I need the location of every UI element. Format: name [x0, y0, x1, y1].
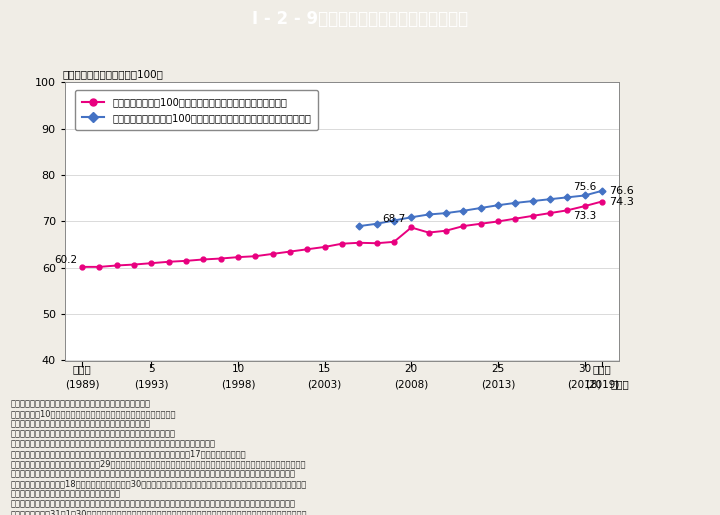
- Text: 74.3: 74.3: [609, 197, 634, 207]
- Text: 76.6: 76.6: [609, 186, 634, 196]
- Text: 間を定めて雇われている労働者」。: 間を定めて雇われている労働者」。: [11, 489, 121, 499]
- Text: I - 2 - 9図　男女間所定内給与格差の推移: I - 2 - 9図 男女間所定内給与格差の推移: [252, 10, 468, 28]
- Text: 73.3: 73.3: [573, 211, 596, 221]
- Text: (2008): (2008): [394, 380, 428, 389]
- Legend: 男性一般労働者を100とした場合の女性一般労働者の給与水準, 男性正社員・正職員を100とした場合の女性正社員・正職員の給与水準: 男性一般労働者を100とした場合の女性一般労働者の給与水準, 男性正社員・正職員…: [76, 90, 318, 130]
- Text: （基準とする男性の給与＝100）: （基準とする男性の給与＝100）: [62, 70, 163, 80]
- Text: 5: 5: [148, 364, 155, 374]
- Text: 25: 25: [491, 364, 505, 374]
- Text: 平成31年1月30日の総務省統計委員会において，「十分な情報提供があれば，結果数値はおおむねの妥当性を確認: 平成31年1月30日の総務省統計委員会において，「十分な情報提供があれば，結果数…: [11, 510, 307, 515]
- Text: (2018): (2018): [567, 380, 602, 389]
- Text: (2013): (2013): [481, 380, 515, 389]
- Text: 60.2: 60.2: [54, 254, 77, 265]
- Text: 68.7: 68.7: [382, 214, 405, 224]
- Text: （備考）１．厚生労働省「賃金構造基本統計調査」より作成。: （備考）１．厚生労働省「賃金構造基本統計調査」より作成。: [11, 399, 150, 408]
- Text: 平成元: 平成元: [73, 364, 91, 374]
- Text: がそれぞれ18日以上の労働者」。平成30年以降は，「期間を定めずに雇われている労働者」及び「１か月以上の期: がそれぞれ18日以上の労働者」。平成30年以降は，「期間を定めずに雇われている労…: [11, 479, 307, 488]
- Text: 20: 20: [405, 364, 418, 374]
- Text: ７．常用労働者の定義は，平成29年以前は，「期間を定めずに雇われている労働者」，「１か月を超える期間を定めて雇: ７．常用労働者の定義は，平成29年以前は，「期間を定めずに雇われている労働者」，…: [11, 459, 306, 468]
- Text: （年）: （年）: [611, 380, 629, 389]
- Text: ５．正社員・正職員とは，一般労働者のうち，事業所で正社員・正職員とする者。: ５．正社員・正職員とは，一般労働者のうち，事業所で正社員・正職員とする者。: [11, 439, 216, 448]
- Text: (1998): (1998): [221, 380, 256, 389]
- Text: (2003): (2003): [307, 380, 342, 389]
- Text: (1993): (1993): [134, 380, 168, 389]
- Text: 令和元: 令和元: [593, 364, 611, 374]
- Text: ６．雇用形態（正社員・正職員，正社員・正職員以外）別の調査は平成17年以降行っている。: ６．雇用形態（正社員・正職員，正社員・正職員以外）別の調査は平成17年以降行って…: [11, 449, 246, 458]
- Text: 15: 15: [318, 364, 331, 374]
- Text: 30: 30: [578, 364, 591, 374]
- Text: ４．一般労働者とは，常用労働者のうち短時間労働者以外の者。: ４．一般労働者とは，常用労働者のうち短時間労働者以外の者。: [11, 430, 176, 438]
- Text: ３．給与水準は各年６月分の所定内給与額から算出。: ３．給与水準は各年６月分の所定内給与額から算出。: [11, 419, 150, 428]
- Text: ８．「賃金構造基本統計調査」は，統計法に基づき総務大臣が承認した調査計画と異なる取り扱いをしていたところ，: ８．「賃金構造基本統計調査」は，統計法に基づき総務大臣が承認した調査計画と異なる…: [11, 500, 296, 508]
- Text: ２．10人以上の常用労働者を雇用する民営事業所における値。: ２．10人以上の常用労働者を雇用する民営事業所における値。: [11, 409, 176, 418]
- Text: (1989): (1989): [65, 380, 99, 389]
- Text: (2019): (2019): [585, 380, 619, 389]
- Text: われている労働者」及び「日々又は１か月以内の期間を定めて雇われている者のうち４月及び５月に雇われた日数: われている労働者」及び「日々又は１か月以内の期間を定めて雇われている者のうち４月…: [11, 470, 296, 478]
- Text: 75.6: 75.6: [573, 182, 596, 192]
- Text: 10: 10: [232, 364, 245, 374]
